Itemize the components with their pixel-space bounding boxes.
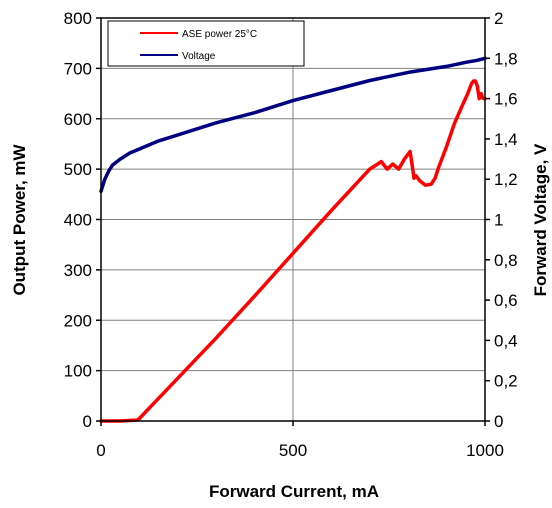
y2-tick-label: 1,2	[494, 170, 518, 189]
series-line-ase-power	[99, 79, 487, 423]
y-tick-label: 100	[64, 362, 92, 381]
y2-tick-label: 1,6	[494, 90, 518, 109]
ticks: 0 100 200 300 400 500 600 700 800 0 0,2 0,4 0,6 0,8 1 1…	[64, 9, 518, 460]
y2-tick-label: 1,4	[494, 130, 518, 149]
series-line-voltage	[99, 56, 487, 194]
y2-tick-label: 0,2	[494, 372, 518, 391]
x-tick-label: 0	[96, 441, 105, 460]
y2-axis-label: Forward Voltage, V	[531, 143, 550, 296]
y-tick-label: 600	[64, 110, 92, 129]
y-tick-label: 800	[64, 9, 92, 28]
legend: ASE power 25°C Voltage	[107, 20, 305, 67]
y-tick-label: 0	[83, 412, 92, 431]
y-axis-label: Output Power, mW	[10, 143, 29, 295]
legend-label-voltage: Voltage	[182, 51, 216, 62]
y-tick-label: 700	[64, 59, 92, 78]
y2-tick-label: 0,8	[494, 251, 518, 270]
y-tick-label: 500	[64, 160, 92, 179]
x-axis-label: Forward Current, mA	[209, 482, 379, 501]
y2-tick-label: 0,6	[494, 291, 518, 310]
y2-tick-label: 2	[494, 9, 503, 28]
y-tick-label: 300	[64, 261, 92, 280]
legend-label-ase-power: ASE power 25°C	[182, 29, 257, 40]
x-tick-label: 1000	[466, 441, 504, 460]
grid	[101, 18, 485, 421]
y2-tick-label: 1	[494, 211, 503, 230]
y-tick-label: 200	[64, 311, 92, 330]
y2-tick-label: 0	[494, 412, 503, 431]
legend-box	[107, 20, 305, 67]
series-layer	[99, 56, 487, 423]
x-tick-label: 500	[279, 441, 307, 460]
y2-tick-label: 0,4	[494, 331, 518, 350]
y-tick-label: 400	[64, 211, 92, 230]
y2-tick-label: 1,8	[494, 49, 518, 68]
